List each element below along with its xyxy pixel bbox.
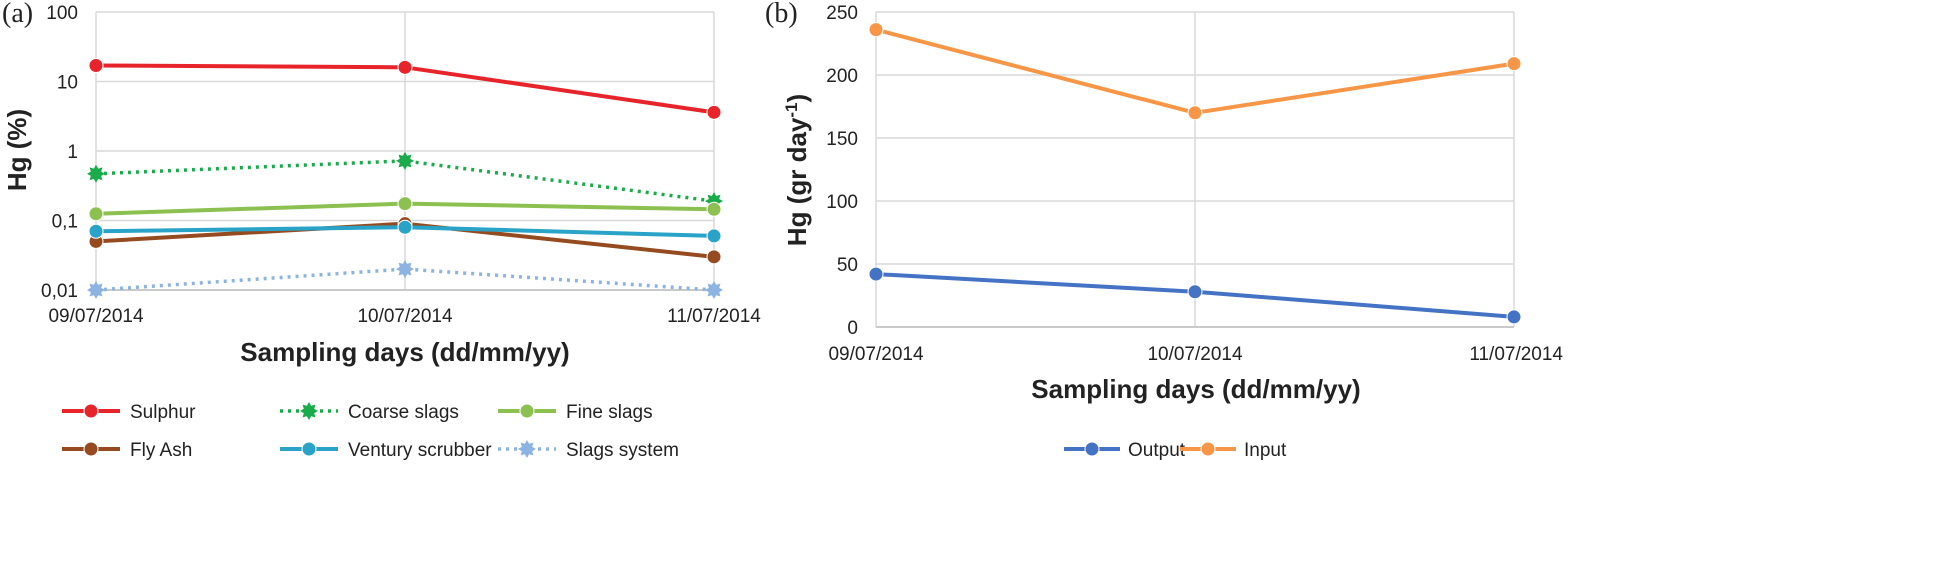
chart-panel-b: (b) 0 50 100 150 200 250 09/07/2014 10/07/2014 11… [765,0,1563,461]
legend-marker [301,441,317,457]
x-tick-label: 09/07/2014 [828,344,924,365]
y-tick-label: 250 [826,3,858,24]
series-fine-slags [88,196,722,222]
data-point [704,280,724,300]
data-point [868,266,884,282]
legend-marker [83,441,99,457]
series-ventury-scrubber [88,219,722,244]
legend-marker [517,439,537,459]
data-point [706,228,722,244]
legend-marker [1200,441,1216,457]
legend-label: Slags system [566,440,679,461]
legend-item: Input [1180,440,1287,461]
legend-label: Ventury scrubber [348,440,492,461]
data-point [1187,284,1203,300]
legend-label: Output [1128,440,1186,461]
x-tick-label: 11/07/2014 [667,306,761,327]
y-tick-label: 10 [57,73,78,94]
y-axis-title-main: Hg (gr day [782,117,812,246]
data-point [86,280,106,300]
legend-item: Coarse slags [280,401,459,423]
series-sulphur [88,57,722,120]
data-point [1506,309,1522,325]
data-point [88,57,104,73]
y-tick-label: 50 [837,255,858,276]
x-tick-label: 10/07/2014 [357,306,453,327]
legend-label: Sulphur [130,402,196,423]
y-axis-title-end: ) [782,94,812,103]
y-tick-label: 0,01 [41,281,78,302]
y-tick-label: 100 [826,192,858,213]
legend-marker [519,403,535,419]
legend-label: Coarse slags [348,402,459,423]
x-axis-title: Sampling days (dd/mm/yy) [240,337,569,367]
y-tick-label: 0,1 [52,212,78,233]
data-point [397,196,413,212]
legend-label: Input [1244,440,1287,461]
legend-item: Fly Ash [62,440,192,461]
series-input [868,22,1522,121]
legend-label: Fly Ash [130,440,192,461]
data-point [86,164,106,183]
data-point [397,59,413,75]
x-axis-title: Sampling days (dd/mm/yy) [1031,374,1360,404]
legend-item: Sulphur [62,402,196,423]
data-point [868,22,884,38]
data-point [1506,56,1522,72]
y-tick-label: 200 [826,66,858,87]
legend-marker [1084,441,1100,457]
y-tick-label: 1 [67,142,78,163]
data-point [706,201,722,217]
data-point [706,249,722,265]
y-axis-title-superscript: -1 [782,102,801,117]
data-point [706,104,722,120]
data-point [88,223,104,239]
series-slags-system [86,260,724,300]
y-axis-title: Hg (gr day-1) [782,94,812,246]
panel-label: (b) [765,0,798,29]
y-tick-label: 150 [826,129,858,150]
data-point [1187,105,1203,121]
legend-marker [83,403,99,419]
legend-item: Ventury scrubber [280,440,492,461]
legend-item: Output [1064,440,1186,461]
x-tick-label: 11/07/2014 [1469,344,1563,365]
data-point [397,219,413,235]
data-point [395,260,415,279]
legend-label: Fine slags [566,402,653,423]
x-tick-label: 10/07/2014 [1147,344,1243,365]
data-point [395,151,415,170]
x-tick-label: 09/07/2014 [48,306,144,327]
series-output [868,266,1522,325]
y-tick-label: 0 [847,318,858,339]
legend-item: Slags system [498,439,679,461]
legend-marker [299,401,319,421]
chart-panel-a: (a) 0,01 0,1 1 10 100 09/07/2014 10/07/2014 11/0… [2,0,761,461]
y-tick-label: 100 [46,3,78,24]
panel-label: (a) [2,0,33,29]
data-point [88,206,104,222]
legend-item: Fine slags [498,402,653,423]
y-axis-title: Hg (%) [2,109,32,191]
